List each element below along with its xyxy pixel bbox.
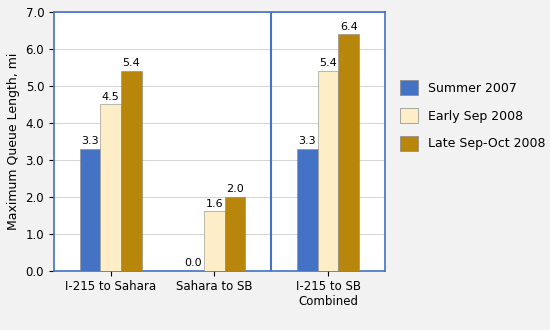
Bar: [121, 71, 142, 271]
Text: 3.3: 3.3: [299, 136, 316, 146]
Text: 3.3: 3.3: [81, 136, 99, 146]
Bar: [338, 34, 359, 271]
Text: 2.0: 2.0: [226, 184, 244, 194]
Text: 5.4: 5.4: [319, 58, 337, 69]
Text: 5.4: 5.4: [123, 58, 140, 69]
Bar: [297, 148, 318, 271]
Legend: Summer 2007, Early Sep 2008, Late Sep-Oct 2008: Summer 2007, Early Sep 2008, Late Sep-Oc…: [394, 75, 550, 156]
Bar: [318, 71, 338, 271]
Bar: [101, 104, 121, 271]
Text: 0.0: 0.0: [185, 258, 202, 268]
Text: 1.6: 1.6: [206, 199, 223, 209]
Bar: [224, 197, 245, 271]
Text: 4.5: 4.5: [102, 92, 120, 102]
Text: 6.4: 6.4: [340, 21, 358, 32]
Bar: [204, 212, 224, 271]
Y-axis label: Maximum Queue Length, mi: Maximum Queue Length, mi: [7, 52, 20, 230]
Bar: [80, 148, 101, 271]
